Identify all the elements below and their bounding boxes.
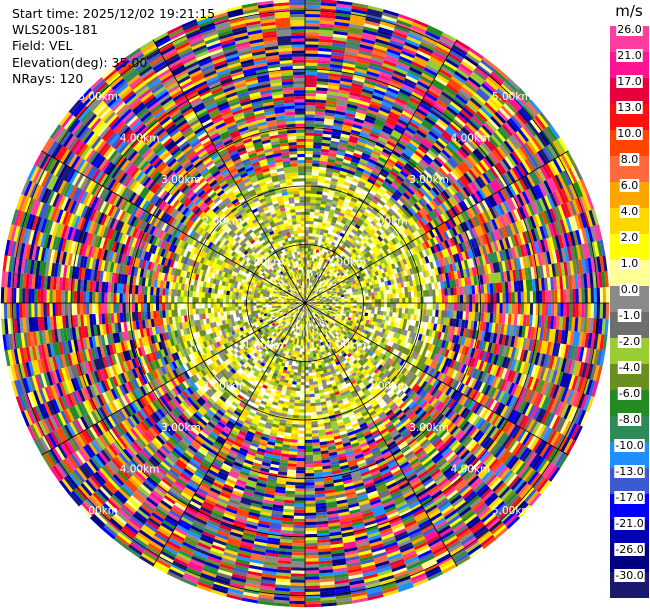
colorbar-tick-backing [616,101,643,114]
range-ring-label: 5.00km [78,505,118,517]
range-ring-label: 3.00km [409,422,449,434]
range-ring-label: 2.00km [368,381,408,393]
velocity-gate-group [7,5,600,588]
radial-spokes [0,0,610,608]
start-time-label: Start time: 2025/12/02 19:21:15 [12,6,216,21]
radial-spoke [41,302,306,456]
colorbar-tick-backing [619,153,640,166]
colorbar-tick-backing [614,543,645,556]
colorbar-tick-backing [616,75,643,88]
range-ring-label: 3.00km [161,174,201,186]
colorbar-tick-backing [614,491,645,504]
colorbar-unit-label: m/s [615,2,643,20]
colorbar-tick-label: -4.0 [619,361,640,374]
colorbar-tick-label: -6.0 [619,387,640,400]
colorbar-tick-label: -30.0 [615,569,643,582]
radial-spoke [152,39,306,304]
colorbar-tick-backing [617,361,642,374]
range-ring-label: 2.00km [202,381,242,393]
colorbar-tick-backing [616,23,643,36]
range-ring-label: 4.00km [451,133,491,145]
site-label: WLS200s-181 [12,22,98,38]
range-ring-label: 1.00km [244,339,284,351]
colorbar-tick-label: -13.0 [615,465,643,478]
colorbar-tick-backing [617,309,642,322]
header-info: Start time: 2025/12/02 19:21:15 WLS200s-… [12,6,215,87]
radial-spoke [304,302,458,567]
radial-spoke [41,150,306,304]
range-ring-label: 5.00km [78,91,118,103]
colorbar-tick-backing [617,335,642,348]
colorbar-tick-backing [614,465,645,478]
colorbar-tick-backing [619,283,640,296]
field-label: Field: VEL [12,38,73,54]
colorbar-ticks: 26.0 21.0 17.0 13.0 10.0 8.0 6.0 4.0 2.0 1.0 0.0 -1… [614,23,645,582]
range-ring-label: 3.00km [161,422,201,434]
colorbar-tick-label: -1.0 [619,309,640,322]
colorbar-tick-backing [617,413,642,426]
colorbar-tick-label: 6.0 [621,179,639,192]
colorbar-tick-label: 2.0 [621,231,639,244]
colorbar-tick-label: 13.0 [617,101,642,114]
colorbar-tick-label: -2.0 [619,335,640,348]
colorbar-tick-label: -21.0 [615,517,643,530]
colorbar-tick-backing [616,49,643,62]
range-ring-label: 1.00km [244,257,284,269]
colorbar-tick-backing [614,439,645,452]
colorbar-tick-label: -17.0 [615,491,643,504]
range-ring-label: 3.00km [409,174,449,186]
radial-spoke [304,150,569,304]
colorbar-tick-label: 17.0 [617,75,642,88]
colorbar-tick-label: 26.0 [617,23,642,36]
colorbar-tick-backing [619,257,640,270]
range-ring-label: 5.00km [492,91,532,103]
colorbar-tick-backing [619,231,640,244]
velocity-gate-group [10,5,595,601]
colorbar-tick-backing [614,517,645,530]
colorbar-tick-backing [619,205,640,218]
colorbar-tick-backing [619,179,640,192]
colorbar-tick-label: 10.0 [617,127,642,140]
colorbar-tick-label: 21.0 [617,49,642,62]
colorbar-tick-backing [617,387,642,400]
colorbar-tick-backing [614,569,645,582]
range-ring-label: 1.00km [327,257,367,269]
colorbar-tick-label: 4.0 [621,205,639,218]
velocity-gates [0,0,610,608]
range-ring-label: 4.00km [120,133,160,145]
colorbar-tick-label: 0.0 [621,283,639,296]
nrays-label: NRays: 120 [12,70,84,86]
colorbar-tick-backing [616,127,643,140]
colorbar-tick-label: 8.0 [621,153,639,166]
range-ring-label: 2.00km [368,215,408,227]
radial-spoke [304,302,569,456]
range-ring-label: 4.00km [120,463,160,475]
radial-spoke [304,39,458,304]
radial-spoke [152,302,306,567]
velocity-gate-group [22,4,609,599]
colorbar-tick-label: -26.0 [615,543,643,556]
elevation-label: Elevation(deg): 35.00 [12,54,148,70]
range-ring-label: 1.00km [327,339,367,351]
range-ring-label: 5.00km [492,505,532,517]
colorbar-tick-label: 1.0 [621,257,639,270]
colorbar-tick-label: -8.0 [619,413,640,426]
range-ring-label: 4.00km [451,463,491,475]
range-ring-labels: 1.00km 1.00km 1.00km 1.00km 2.00km 2.00km 2.00… [78,91,531,517]
range-ring-label: 2.00km [202,215,242,227]
colorbar-tick-label: -10.0 [615,439,643,452]
